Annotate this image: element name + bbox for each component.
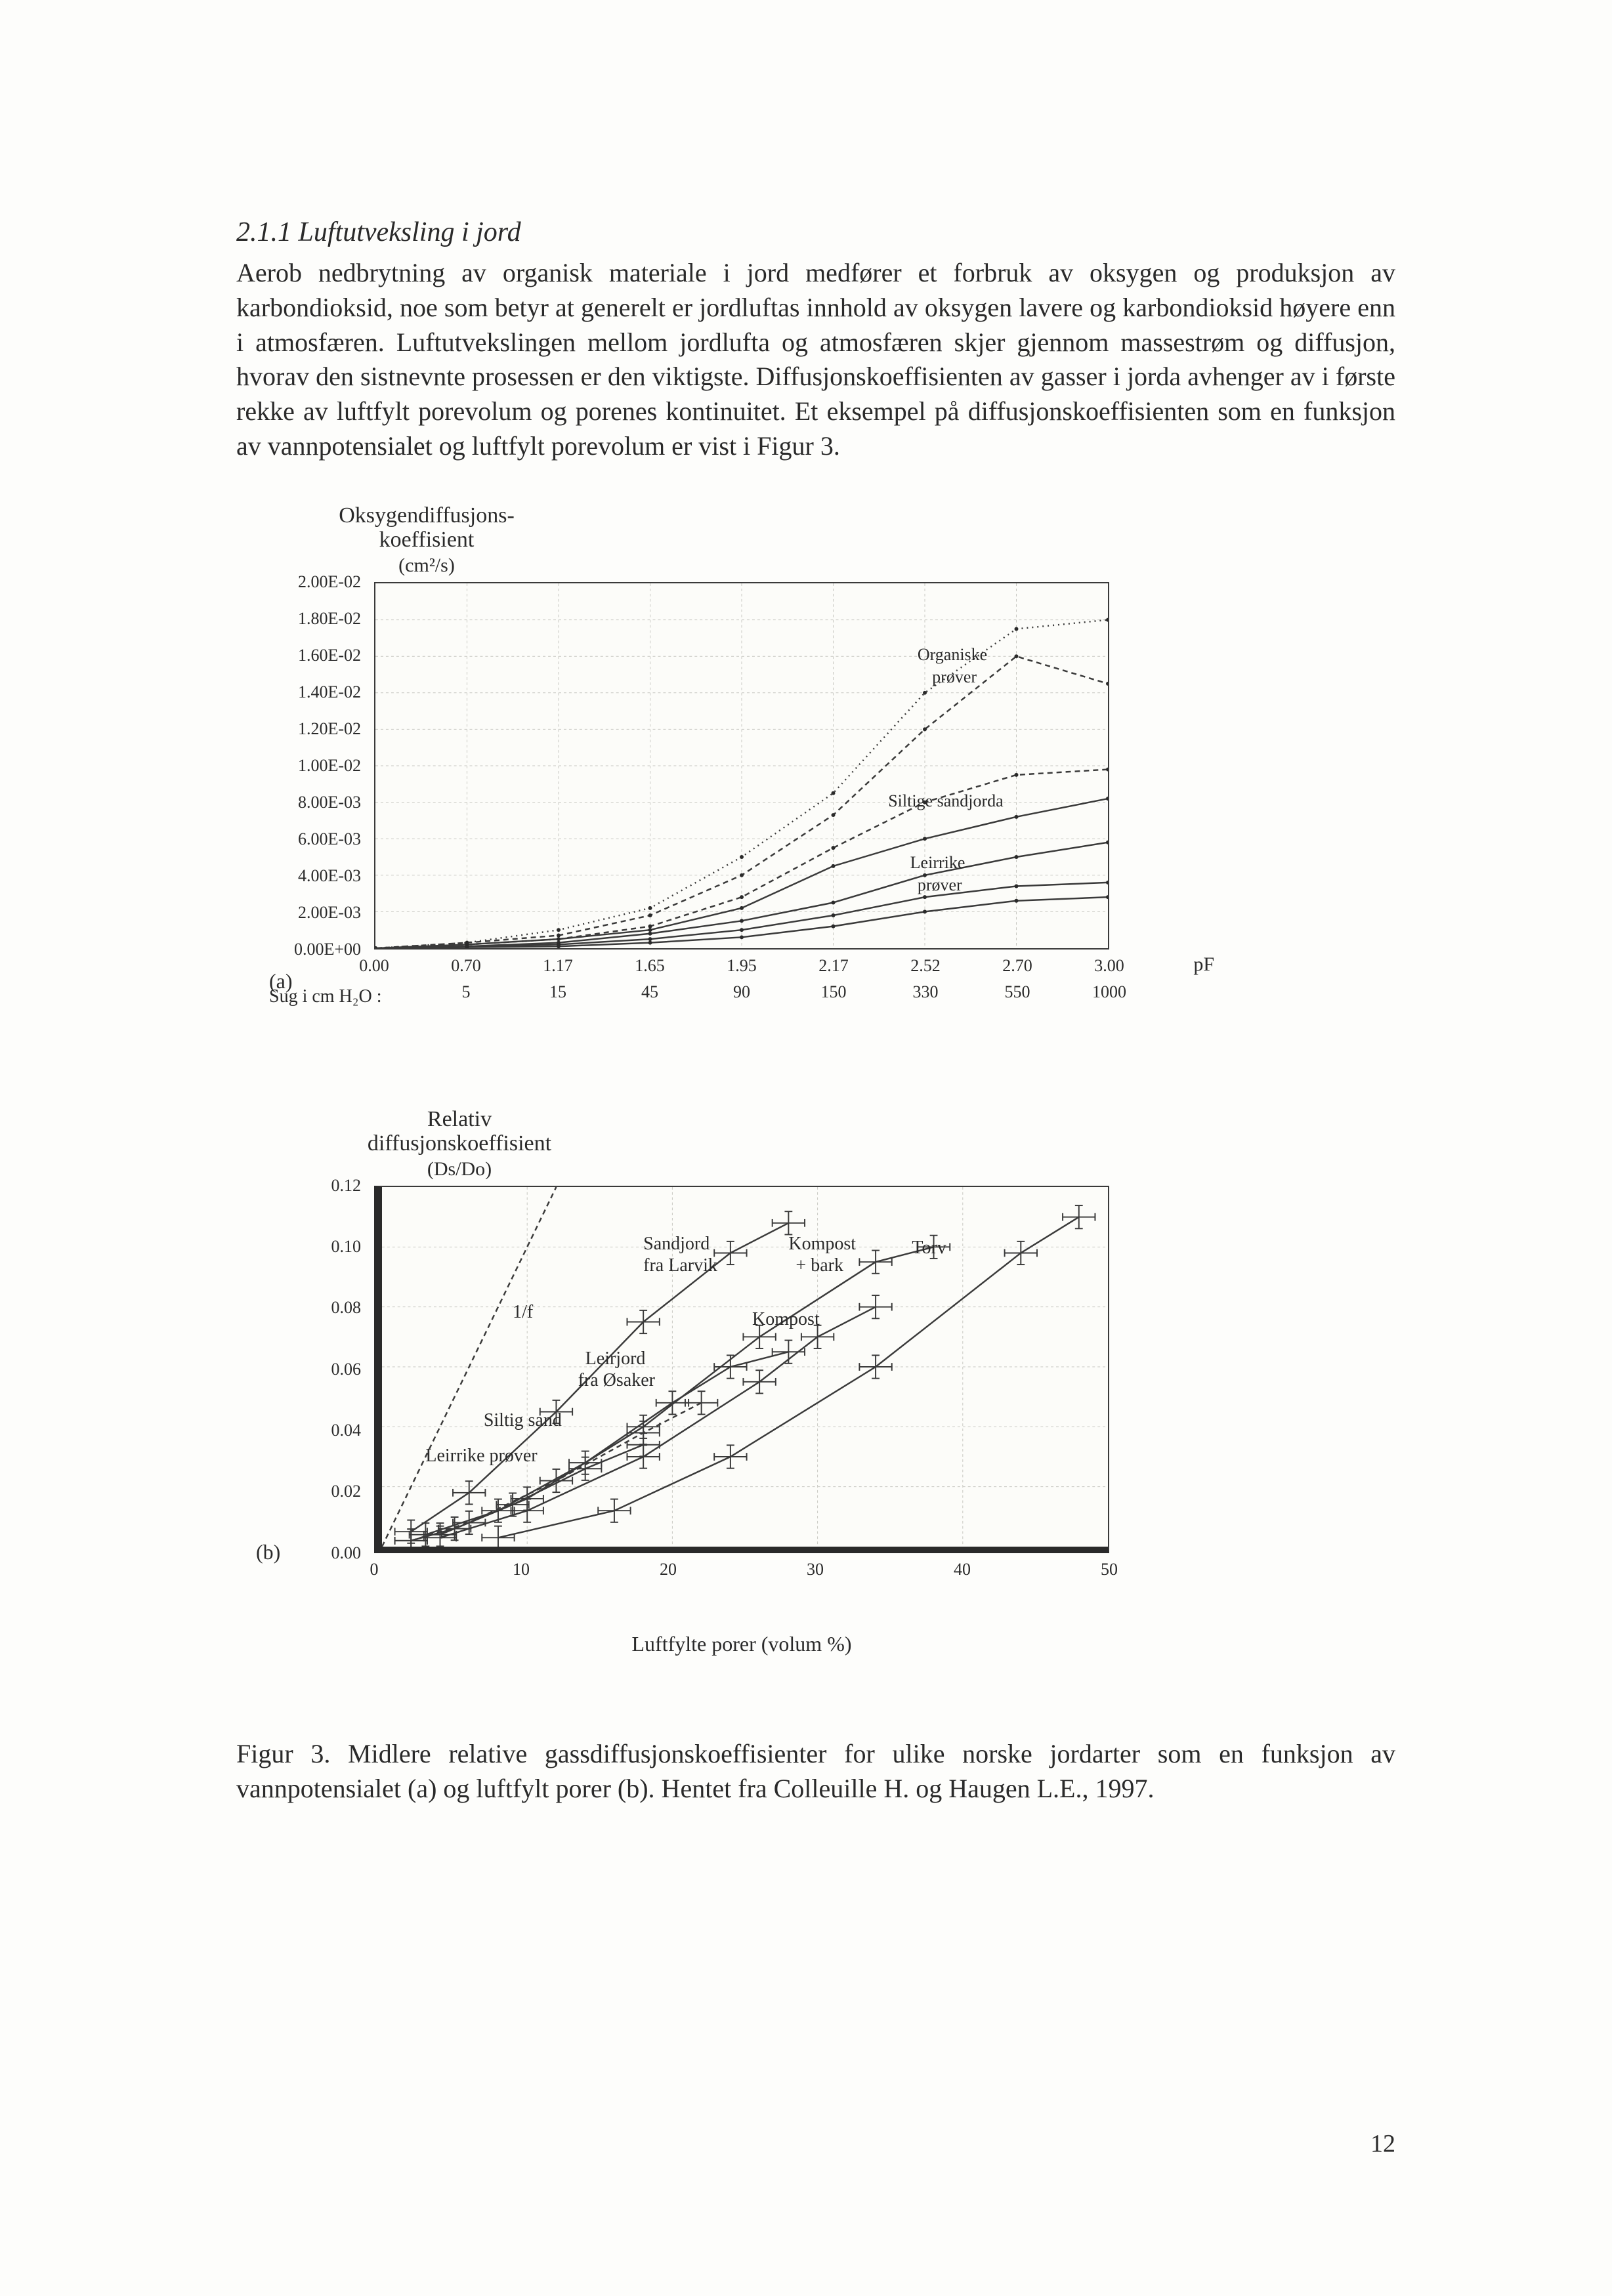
chart-b-ytick: 0.08	[269, 1298, 361, 1318]
chart-b-ytick: 0.06	[269, 1360, 361, 1379]
paragraph: Aerob nedbrytning av organisk materiale …	[236, 256, 1395, 464]
chart-a-xtick-pf: 1.17	[543, 956, 573, 976]
chart-a-yunit: (cm²/s)	[398, 554, 455, 576]
chart-a-xtick-pf: 2.52	[910, 956, 941, 976]
chart-a-xtick-sug: 150	[821, 982, 847, 1002]
chart-a-xtick-sug: 90	[733, 982, 750, 1002]
chart-a-ytitle: Oksygendiffusjons- koeffisient (cm²/s)	[322, 503, 532, 577]
chart-b-ytitle-1: Relativ	[427, 1107, 492, 1131]
chart-a: Oksygendiffusjons- koeffisient (cm²/s) 2…	[249, 510, 1168, 1035]
chart-b-plot: 1/fSandjordfra LarvikKompost+ barkTorvKo…	[374, 1186, 1109, 1553]
chart-a-xtick-pf: 1.95	[727, 956, 757, 976]
chart-b-series-leirjord	[425, 1352, 788, 1535]
chart-a-xtick-pf: 2.70	[1002, 956, 1032, 976]
chart-b-ytick: 0.12	[269, 1176, 361, 1196]
chart-a-ytick: 1.40E-02	[269, 682, 361, 702]
chart-a-yticks: 2.00E-021.80E-021.60E-021.40E-021.20E-02…	[269, 582, 368, 950]
chart-b-xtitle: Luftfylte porer (volum %)	[374, 1632, 1109, 1656]
chart-b-ytick: 0.02	[269, 1482, 361, 1501]
chart-b-xtick: 50	[1101, 1560, 1118, 1579]
chart-b-sublabel: (b)	[256, 1540, 280, 1564]
chart-b-xtick: 20	[660, 1560, 677, 1579]
chart-b-ytick: 0.00	[269, 1543, 361, 1563]
chart-a-plot: OrganiskeprøverSiltige sandjordaLeirrike…	[374, 582, 1109, 950]
figure-3: Oksygendiffusjons- koeffisient (cm²/s) 2…	[249, 510, 1168, 1658]
chart-b-ytick: 0.10	[269, 1237, 361, 1257]
chart-b-series-kompost	[440, 1306, 876, 1537]
chart-a-xtick-pf: 0.00	[359, 956, 389, 976]
chart-a-xtick-pf: 2.17	[818, 956, 849, 976]
chart-b-xtick: 0	[370, 1560, 379, 1579]
chart-a-ytick: 6.00E-03	[269, 829, 361, 849]
chart-a-xtick-sug: 550	[1005, 982, 1030, 1002]
chart-b-series-kompost-bark	[440, 1247, 933, 1534]
chart-a-ytick: 4.00E-03	[269, 866, 361, 886]
chart-a-ytick: 2.00E-02	[269, 572, 361, 592]
chart-b-ytick: 0.04	[269, 1421, 361, 1440]
chart-a-ytick: 8.00E-03	[269, 793, 361, 812]
chart-b-xtick: 10	[513, 1560, 530, 1579]
chart-b-series-sandjord	[411, 1223, 788, 1532]
figure-caption: Figur 3. Midlere relative gassdiffusjons…	[236, 1737, 1395, 1806]
chart-a-xtick-pf: 3.00	[1094, 956, 1124, 976]
chart-b: Relativ diffusjonskoeffisient (Ds/Do) 0.…	[249, 1114, 1168, 1658]
chart-a-xtick-pf: 1.65	[635, 956, 665, 976]
chart-a-ytick: 0.00E+00	[269, 940, 361, 959]
chart-b-ytitle-2: diffusjonskoeffisient	[368, 1131, 551, 1156]
chart-a-ytitle-2: koeffisient	[379, 528, 475, 552]
chart-a-xtick-sug: 45	[641, 982, 658, 1002]
chart-a-xunit: pF	[1193, 953, 1214, 976]
chart-a-ytitle-1: Oksygendiffusjons-	[339, 503, 515, 528]
chart-b-xtick: 40	[954, 1560, 971, 1579]
chart-a-ytick: 1.20E-02	[269, 719, 361, 739]
chart-b-yticks: 0.120.100.080.060.040.020.00	[269, 1186, 368, 1553]
chart-a-ytick: 2.00E-03	[269, 903, 361, 923]
page-number: 12	[1370, 2129, 1395, 2158]
chart-b-yunit: (Ds/Do)	[427, 1158, 492, 1180]
chart-b-series-torv	[498, 1217, 1079, 1537]
chart-a-ytick: 1.80E-02	[269, 609, 361, 629]
chart-a-xtick-pf: 0.70	[451, 956, 481, 976]
chart-b-xtick: 30	[807, 1560, 824, 1579]
chart-a-xtick-sug: 330	[913, 982, 939, 1002]
chart-a-ytick: 1.00E-02	[269, 756, 361, 776]
chart-a-xtick-sug: 1000	[1092, 982, 1126, 1002]
chart-a-suglabel: Sug i cm H₂O :	[269, 986, 382, 1007]
chart-b-ytitle: Relativ diffusjonskoeffisient (Ds/Do)	[341, 1107, 578, 1180]
chart-a-ytick: 1.60E-02	[269, 646, 361, 665]
page: 2.1.1 Luftutveksling i jord Aerob nedbry…	[0, 0, 1612, 2296]
section-heading: 2.1.1 Luftutveksling i jord	[236, 217, 1395, 248]
chart-a-xtick-sug: 5	[462, 982, 471, 1002]
chart-a-xtick-sug: 15	[549, 982, 566, 1002]
